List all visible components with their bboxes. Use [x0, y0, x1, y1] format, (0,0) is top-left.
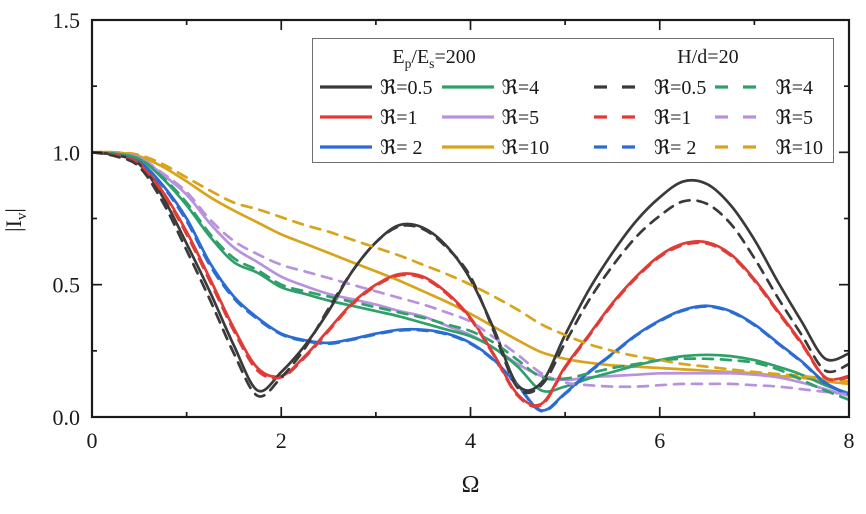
legend-entry-label: ℜ=5 [775, 106, 813, 129]
legend-entry: ℜ= 2 [319, 132, 433, 162]
series-h-d-20-R10 [92, 150, 849, 383]
legend-entries: ℜ=0.5 ℜ=4 ℜ=1 ℜ=5 ℜ= 2 ℜ=10 [319, 72, 549, 162]
series-h-d-20-R0.5 [92, 150, 849, 398]
legend-group-dashed: H/d=20 ℜ=0.5 ℜ=4 ℜ=1 ℜ=5 ℜ= 2 ℜ=10 [593, 42, 823, 160]
legend-entry-label: ℜ=4 [775, 76, 813, 99]
y-axis-title-text: | [1, 208, 26, 213]
solid-line-sample-icon [441, 85, 494, 89]
tick-labels: 0 2 4 6 8 0.0 0.5 1.0 1.5 [53, 8, 855, 453]
legend-entry-label: ℜ=1 [653, 106, 692, 129]
legend-entry: ℜ=1 [593, 102, 707, 132]
y-tick-label: 1.5 [53, 8, 81, 33]
solid-line-sample-icon [441, 145, 494, 149]
y-axis-title-sub: v [14, 212, 31, 221]
legend-entry-label: ℜ= 2 [653, 136, 697, 159]
solid-line-sample-icon [320, 85, 372, 89]
legend-entry: ℜ=10 [714, 132, 823, 162]
legend-entry-label: ℜ=10 [775, 136, 823, 159]
series-lines [92, 150, 849, 413]
legend-title-part: /E [411, 46, 430, 68]
legend-entry: ℜ=0.5 [319, 72, 433, 102]
legend-group-title: Ep/Es=200 [319, 42, 549, 72]
plot-frame [90, 18, 851, 419]
x-tick-label: 6 [654, 428, 665, 453]
solid-line-sample-icon [441, 115, 494, 119]
legend-entry: ℜ=5 [714, 102, 823, 132]
dashed-line-sample-icon [593, 145, 646, 149]
legend-entry: ℜ=1 [319, 102, 433, 132]
y-tick-label: 0.5 [53, 273, 81, 298]
x-tick-label: 0 [87, 428, 98, 453]
legend-entry: ℜ=4 [714, 72, 823, 102]
dashed-line-sample-icon [715, 115, 768, 119]
series-ep-es-200-R10 [92, 150, 849, 386]
legend-title-part: H/d=20 [677, 46, 739, 68]
legend-entry-label: ℜ=10 [501, 136, 550, 159]
solid-line-sample-icon [320, 115, 372, 119]
legend-entry: ℜ= 2 [593, 132, 707, 162]
legend-group-title: H/d=20 [593, 42, 823, 72]
y-axis-title: |Iv| [1, 120, 31, 320]
dashed-line-sample-icon [715, 145, 768, 149]
dashed-line-sample-icon [593, 85, 646, 89]
solid-line-sample-icon [320, 145, 372, 149]
dashed-line-sample-icon [593, 115, 646, 119]
y-axis-title-text: |I [1, 220, 26, 232]
legend-entry-label: ℜ=0.5 [380, 76, 433, 99]
series-h-d-20-R5 [92, 150, 849, 396]
legend-entry-label: ℜ= 2 [380, 136, 423, 159]
legend-entry: ℜ=5 [441, 102, 550, 132]
series-ep-es-200-R5 [92, 150, 849, 398]
legend-title-part: p [404, 55, 412, 71]
legend: Ep/Es=200 ℜ=0.5 ℜ=4 ℜ=1 ℜ=5 ℜ= 2 ℜ=10 H/d=20 ℜ=0… [312, 38, 834, 163]
legend-title-part: s [429, 55, 435, 71]
legend-title-part: E [392, 46, 405, 68]
legend-entry-label: ℜ=4 [501, 76, 540, 99]
legend-entry: ℜ=4 [441, 72, 550, 102]
legend-title-part: =200 [434, 46, 476, 68]
x-axis-title: Ω [461, 472, 480, 498]
y-tick-label: 0.0 [53, 405, 81, 430]
legend-entry: ℜ=10 [441, 132, 550, 162]
legend-entry-label: ℜ=0.5 [653, 76, 707, 99]
series-h-d-20-R4 [92, 150, 849, 402]
series-ep-es-200-R0.5 [92, 150, 849, 393]
x-tick-label: 2 [276, 428, 287, 453]
dashed-line-sample-icon [715, 85, 768, 89]
series-h-d-20-R1 [92, 150, 849, 409]
legend-entry: ℜ=0.5 [593, 72, 707, 102]
legend-entries: ℜ=0.5 ℜ=4 ℜ=1 ℜ=5 ℜ= 2 ℜ=10 [593, 72, 823, 162]
legend-group-solid: Ep/Es=200 ℜ=0.5 ℜ=4 ℜ=1 ℜ=5 ℜ= 2 ℜ=10 [319, 42, 549, 160]
legend-entry-label: ℜ=5 [501, 106, 540, 129]
x-tick-label: 4 [465, 428, 476, 453]
series-h-d-20-R2 [92, 150, 849, 413]
y-tick-label: 1.0 [53, 140, 81, 165]
series-ep-es-200-R4 [92, 150, 849, 395]
legend-entry-label: ℜ=1 [380, 106, 418, 129]
x-tick-label: 8 [844, 428, 855, 453]
